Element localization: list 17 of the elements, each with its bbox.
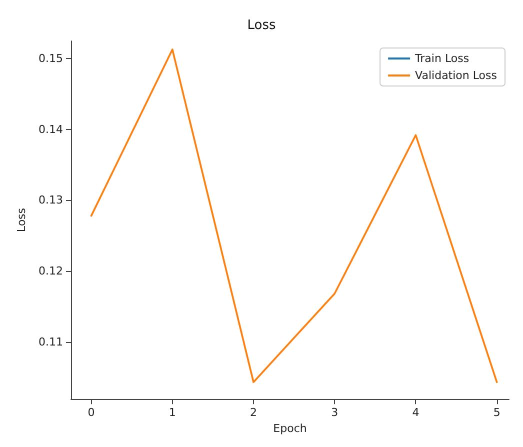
y-tick-label: 0.13 bbox=[38, 194, 63, 207]
y-tick-label: 0.11 bbox=[38, 335, 63, 348]
x-tick-label: 1 bbox=[168, 406, 176, 420]
legend-label: Train Loss bbox=[414, 52, 470, 65]
x-tick-label: 2 bbox=[250, 406, 257, 420]
line-series bbox=[90, 48, 498, 384]
y-tick-label: 0.15 bbox=[38, 52, 63, 66]
x-tick-label: 5 bbox=[493, 406, 500, 420]
x-tick-label: 4 bbox=[412, 406, 420, 420]
y-tick-label: 0.14 bbox=[38, 122, 63, 136]
x-axis-title: Epoch bbox=[273, 422, 307, 435]
y-tick-label: 0.12 bbox=[38, 264, 63, 278]
x-tick-label: 0 bbox=[88, 406, 95, 420]
x-tick-label: 3 bbox=[331, 406, 338, 420]
legend-label: Validation Loss bbox=[415, 69, 498, 82]
y-axis-title: Loss bbox=[15, 208, 28, 232]
chart-title: Loss bbox=[247, 18, 276, 33]
